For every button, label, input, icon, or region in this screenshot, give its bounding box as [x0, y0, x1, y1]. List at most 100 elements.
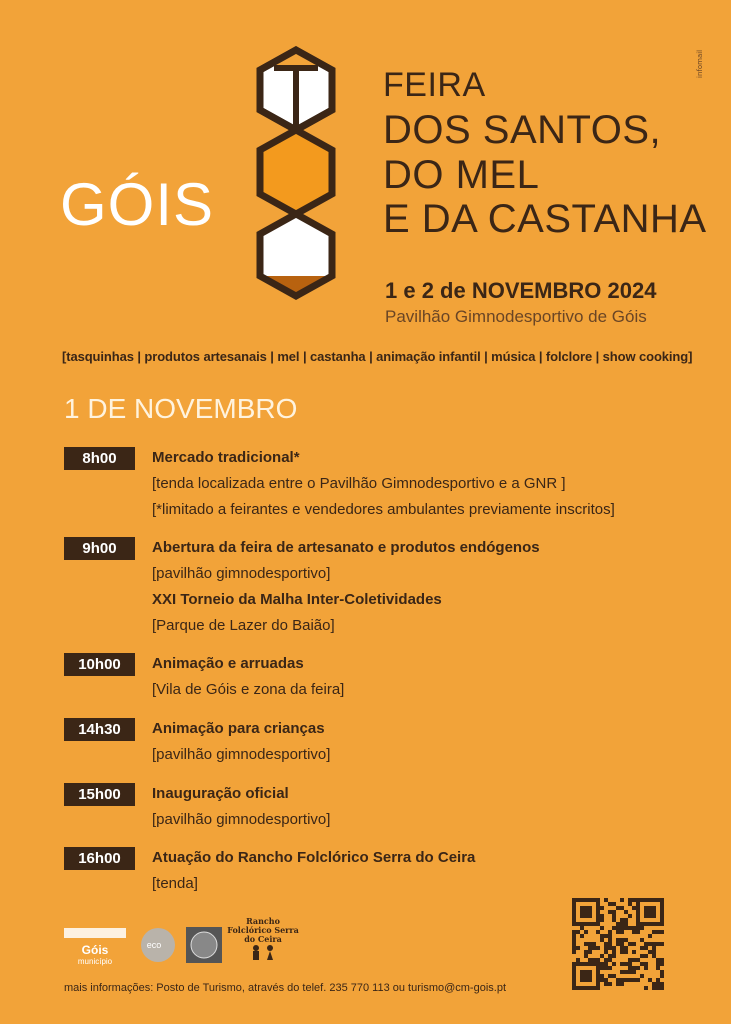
qr-module — [636, 906, 640, 910]
event-title: Animação para crianças — [152, 720, 325, 737]
qr-module — [600, 974, 604, 978]
qr-module — [608, 942, 612, 946]
qr-module — [592, 946, 596, 950]
qr-module — [656, 922, 660, 926]
hexagon-bottom — [260, 214, 332, 296]
qr-module — [596, 898, 600, 902]
qr-module — [640, 954, 644, 958]
qr-module — [616, 978, 620, 982]
roof — [268, 50, 324, 66]
qr-module — [660, 958, 664, 962]
qr-module — [640, 926, 644, 930]
qr-module — [580, 978, 584, 982]
qr-module — [600, 954, 604, 958]
qr-module — [624, 946, 628, 950]
qr-module — [604, 934, 608, 938]
qr-module — [576, 986, 580, 990]
qr-module — [592, 986, 596, 990]
qr-module — [620, 926, 624, 930]
qr-module — [576, 930, 580, 934]
contact-info: mais informações: Posto de Turismo, atra… — [64, 982, 507, 994]
qr-module — [656, 982, 660, 986]
qr-module — [584, 986, 588, 990]
qr-module — [612, 950, 616, 954]
qr-module — [596, 902, 600, 906]
qr-module — [584, 930, 588, 934]
qr-module — [612, 914, 616, 918]
qr-module — [632, 978, 636, 982]
qr-module — [652, 982, 656, 986]
qr-module — [576, 958, 580, 962]
qr-module — [624, 938, 628, 942]
event-tags: [tasquinhas | produtos artesanais | mel … — [62, 349, 693, 364]
qr-module — [600, 962, 604, 966]
qr-module — [604, 958, 608, 962]
qr-module — [580, 910, 584, 914]
qr-module — [632, 950, 636, 954]
qr-module — [628, 962, 632, 966]
qr-module — [632, 970, 636, 974]
qr-module — [640, 946, 644, 950]
qr-code[interactable] — [572, 898, 664, 990]
qr-module — [640, 962, 644, 966]
qr-module — [656, 958, 660, 962]
qr-module — [584, 914, 588, 918]
qr-module — [604, 962, 608, 966]
qr-module — [620, 906, 624, 910]
qr-module — [596, 914, 600, 918]
qr-module — [584, 910, 588, 914]
qr-module — [580, 934, 584, 938]
qr-module — [620, 978, 624, 982]
qr-module — [612, 918, 616, 922]
qr-module — [580, 974, 584, 978]
qr-module — [588, 950, 592, 954]
qr-module — [628, 898, 632, 902]
qr-module — [596, 966, 600, 970]
qr-module — [600, 938, 604, 942]
time-badge: 15h00 — [64, 783, 135, 806]
qr-module — [596, 906, 600, 910]
qr-module — [648, 910, 652, 914]
qr-module — [600, 906, 604, 910]
qr-module — [588, 942, 592, 946]
qr-module — [640, 898, 644, 902]
qr-module — [652, 942, 656, 946]
qr-module — [580, 986, 584, 990]
qr-module — [644, 914, 648, 918]
qr-module — [660, 914, 664, 918]
qr-module — [632, 942, 636, 946]
qr-module — [660, 918, 664, 922]
qr-module — [596, 970, 600, 974]
qr-module — [596, 986, 600, 990]
title-line-3: DO MEL — [383, 153, 540, 197]
qr-module — [580, 970, 584, 974]
qr-module — [644, 898, 648, 902]
qr-module — [604, 982, 608, 986]
qr-module — [656, 966, 660, 970]
credit: infomail — [696, 49, 704, 78]
qr-module — [624, 950, 628, 954]
qr-module — [660, 902, 664, 906]
qr-module — [596, 958, 600, 962]
qr-module — [636, 978, 640, 982]
qr-module — [652, 930, 656, 934]
qr-module — [624, 970, 628, 974]
qr-module — [572, 970, 576, 974]
title-line-2: DOS SANTOS, — [383, 108, 662, 152]
qr-module — [616, 982, 620, 986]
qr-module — [596, 974, 600, 978]
qr-module — [640, 922, 644, 926]
qr-module — [620, 922, 624, 926]
event-date: 1 e 2 de NOVEMBRO 2024 — [385, 278, 657, 303]
honeycomb-logo — [256, 45, 336, 301]
qr-module — [612, 946, 616, 950]
qr-module — [644, 966, 648, 970]
qr-module — [632, 906, 636, 910]
qr-module — [628, 958, 632, 962]
time-badge: 8h00 — [64, 447, 135, 470]
qr-module — [660, 970, 664, 974]
qr-module — [584, 962, 588, 966]
qr-module — [572, 938, 576, 942]
qr-module — [636, 902, 640, 906]
qr-module — [636, 926, 640, 930]
